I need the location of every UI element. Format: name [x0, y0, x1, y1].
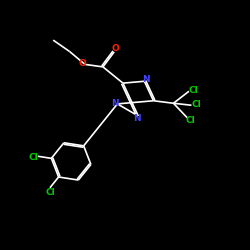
Text: Cl: Cl — [28, 153, 38, 162]
Text: O: O — [78, 59, 86, 68]
Text: N: N — [111, 100, 119, 108]
Text: N: N — [133, 114, 141, 123]
Text: O: O — [111, 44, 119, 54]
Text: Cl: Cl — [188, 86, 198, 94]
Text: Cl: Cl — [191, 100, 201, 109]
Text: Cl: Cl — [45, 188, 55, 197]
Text: Cl: Cl — [185, 116, 195, 125]
Text: N: N — [142, 75, 150, 84]
